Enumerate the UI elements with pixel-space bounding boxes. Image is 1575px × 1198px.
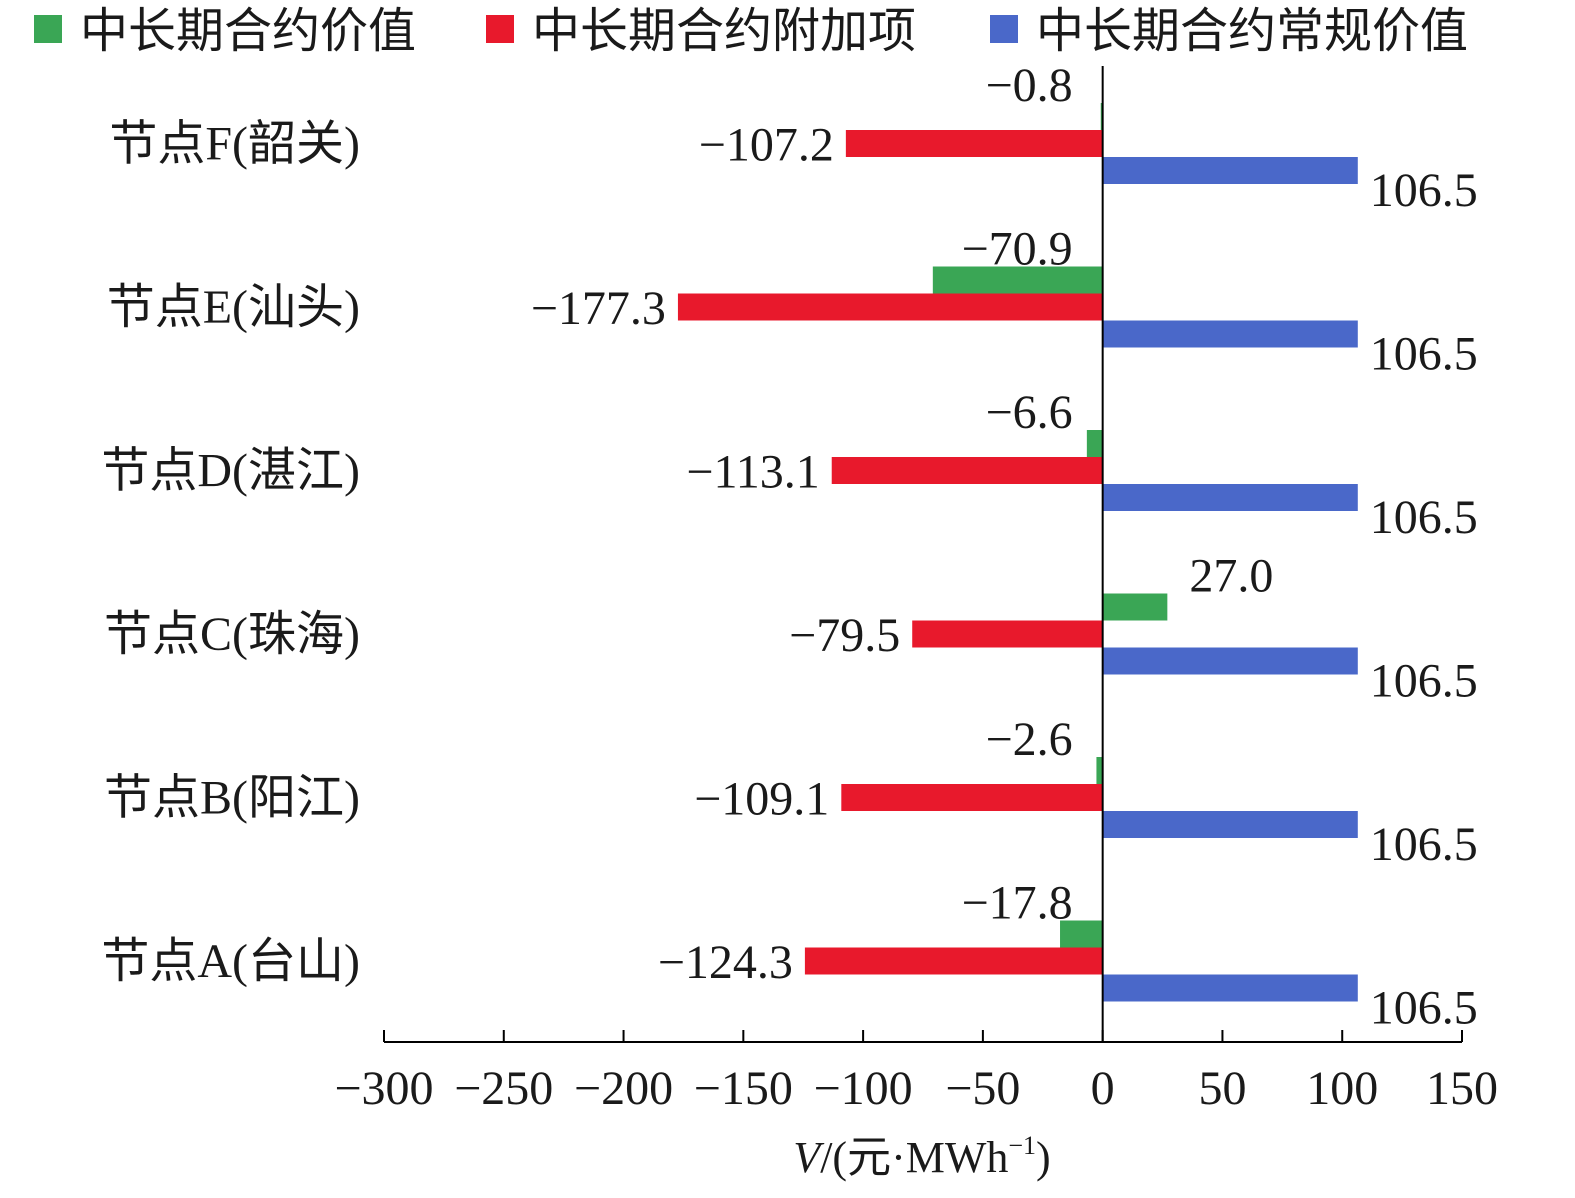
data-label-2-2: −177.3 [531, 282, 666, 335]
legend-label-2: 中长期合约附加项 [532, 3, 916, 59]
x-tick-label-10: 150 [1426, 1062, 1498, 1115]
data-label-1-4: 27.0 [1189, 550, 1273, 603]
legend-label-3: 中长期合约常规价值 [1036, 3, 1468, 59]
bar-2-1 [845, 130, 1103, 157]
legend: 中长期合约价值 中长期合约附加项 中长期合约常规价值 [34, 3, 1468, 59]
x-axis-label-close: ) [1036, 1133, 1051, 1182]
x-axis-ticks: −300 −250 −200 −150 −100 −50 0 50 100 150 [334, 1030, 1498, 1115]
bar-3-2 [1102, 320, 1358, 348]
x-tick-label-3: −200 [574, 1062, 673, 1115]
legend-label-1: 中长期合约价值 [80, 3, 416, 59]
bar-2-3 [831, 457, 1103, 484]
bar-1-4 [1102, 593, 1168, 621]
bar-2-4 [912, 620, 1103, 648]
bars-group [677, 103, 1358, 1002]
data-label-1-1: −0.8 [986, 59, 1073, 112]
category-labels-group: 节点F(韶关) 节点E(汕头) 节点D(湛江) 节点C(珠海) 节点B(阳江) 节点A(台… [101, 118, 360, 989]
x-tick-label-7: 0 [1091, 1062, 1115, 1115]
data-label-2-4: −79.5 [789, 609, 900, 662]
x-tick-label-6: −50 [945, 1062, 1020, 1115]
data-label-3-1: 106.5 [1370, 164, 1478, 217]
legend-swatch-2 [486, 15, 514, 43]
category-label-6: 节点A(台山) [101, 935, 360, 988]
data-label-3-5: 106.5 [1370, 818, 1478, 871]
data-label-2-5: −109.1 [694, 773, 829, 826]
x-axis-label: V/(元·MWh−1) [793, 1131, 1050, 1182]
bar-3-4 [1102, 647, 1358, 675]
x-tick-label-5: −100 [814, 1062, 913, 1115]
category-label-4: 节点C(珠海) [104, 608, 360, 661]
bar-1-5 [1096, 757, 1103, 784]
x-tick-label-1: −300 [334, 1062, 433, 1115]
legend-swatch-1 [34, 15, 62, 43]
bar-1-3 [1086, 430, 1103, 457]
bar-3-1 [1102, 157, 1358, 184]
data-label-2-1: −107.2 [699, 119, 834, 172]
category-label-5: 节点B(阳江) [104, 772, 360, 825]
x-tick-label-4: −150 [694, 1062, 793, 1115]
data-label-2-6: −124.3 [658, 936, 793, 989]
data-label-1-3: −6.6 [986, 386, 1073, 439]
bar-1-6 [1060, 920, 1103, 948]
bar-1-2 [932, 266, 1103, 294]
data-label-3-6: 106.5 [1370, 982, 1478, 1035]
bar-2-6 [804, 947, 1103, 975]
category-label-3: 节点D(湛江) [101, 445, 360, 498]
bar-3-5 [1102, 811, 1358, 838]
x-axis-label-exponent: −1 [1008, 1131, 1036, 1160]
data-label-1-5: −2.6 [986, 713, 1073, 766]
x-axis-label-variable: V [793, 1133, 825, 1182]
category-label-2: 节点E(汕头) [107, 281, 360, 334]
bar-3-3 [1102, 484, 1358, 511]
data-label-3-4: 106.5 [1370, 655, 1478, 708]
data-label-1-2: −70.9 [962, 223, 1073, 276]
bar-3-6 [1102, 974, 1358, 1002]
x-tick-label-8: 50 [1198, 1062, 1246, 1115]
bar-2-5 [841, 784, 1103, 811]
legend-swatch-3 [990, 15, 1018, 43]
x-axis-label-unit: /(元·MWh [820, 1133, 1008, 1182]
data-labels-group: −0.8 −107.2 106.5 −70.9 −177.3 106.5 −6.6 −113.… [531, 59, 1478, 1035]
x-tick-label-9: 100 [1306, 1062, 1378, 1115]
category-label-1: 节点F(韶关) [109, 118, 360, 171]
bar-2-2 [677, 293, 1103, 321]
data-label-3-3: 106.5 [1370, 491, 1478, 544]
data-label-1-6: −17.8 [962, 877, 1073, 930]
data-label-3-2: 106.5 [1370, 328, 1478, 381]
x-tick-label-2: −250 [454, 1062, 553, 1115]
data-label-2-3: −113.1 [686, 446, 819, 499]
